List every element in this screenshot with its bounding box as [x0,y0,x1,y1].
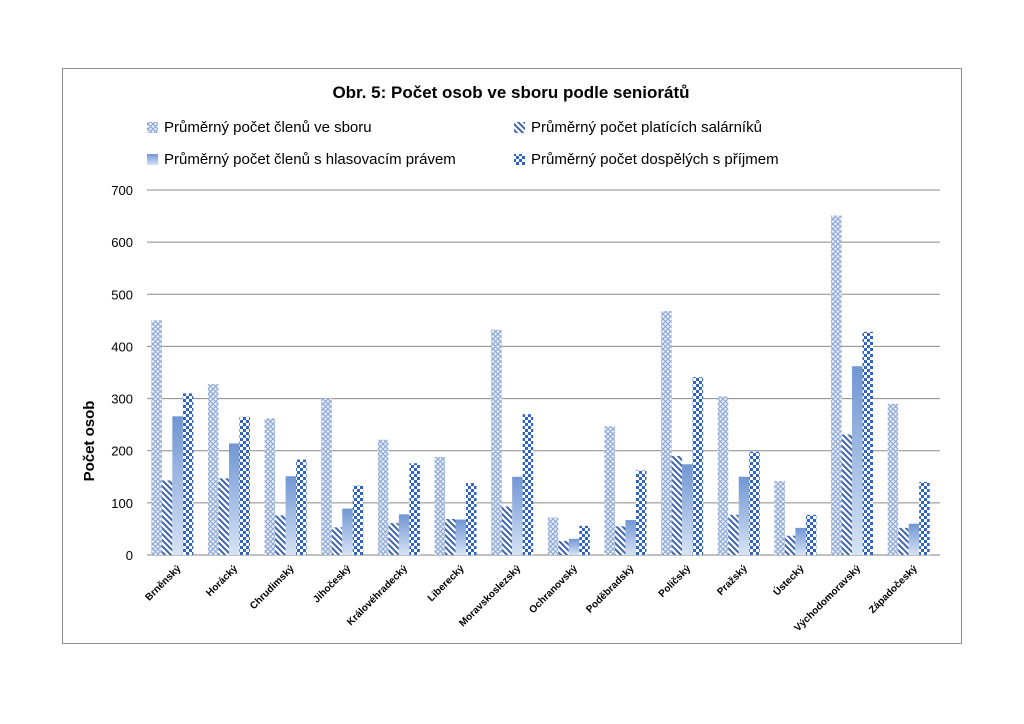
bar [445,519,456,555]
bar [455,519,467,555]
bar [749,451,760,555]
bar [841,434,853,555]
bar [604,426,615,555]
x-tick-label: Poličský [657,563,694,600]
legend-item-2: Průměrný počet platících salárníků [514,119,762,136]
x-tick-label: Ústecký [770,562,807,599]
y-tick-label: 300 [111,392,133,407]
x-tick-label: Liberecký [426,563,467,604]
bar [682,464,693,555]
bar [377,439,389,555]
x-tick-label: Západočeský [867,563,920,616]
y-tick-label: 200 [111,444,133,459]
legend-swatch-1 [147,122,158,133]
bar [738,476,750,555]
bar [568,538,580,555]
legend-item-1: Průměrný počet členů ve sboru [147,119,372,136]
bar [466,483,477,555]
legend-item-4: Průměrný počet dospělých s příjmem [514,151,779,168]
bar [161,480,173,555]
bar [285,476,297,555]
bar-chart: Obr. 5: Počet osob ve sboru podle senior… [81,83,940,634]
bar [491,329,502,555]
legend-item-3: Průměrný počet členů s hlasovacím právem [147,151,456,168]
x-tick-label: Moravskoslezský [457,563,523,629]
legend-label-4: Průměrný počet dospělých s příjmem [531,151,779,168]
bar [522,414,534,555]
bar [671,455,683,555]
y-tick-label: 400 [111,339,133,354]
bar [795,527,806,555]
bar [728,514,739,555]
bar [717,396,729,555]
bar [774,480,785,555]
bar [919,482,930,555]
bar [182,393,194,555]
x-tick-label: Jihočeský [311,563,353,605]
bar [547,517,559,555]
bar [275,515,286,555]
y-tick-label: 700 [111,183,133,198]
y-axis-title: Počet osob [81,401,98,482]
bar [342,508,353,555]
bar [352,485,364,555]
bar [625,520,636,555]
bar [172,416,183,555]
bar [501,506,513,555]
x-axis-labels: Brněnský Horácký Chrudimský JihočeskýKrálov… [143,562,920,634]
bar [558,540,569,555]
bar [852,366,863,555]
x-tick-label: Horácký [204,563,240,599]
bar [579,525,590,555]
bar [635,470,647,555]
x-tick-label: Poděbradský [584,563,636,615]
bar [784,535,796,555]
legend-swatch-2 [514,122,525,133]
bars [151,215,930,556]
bar [388,523,399,555]
x-tick-label: Ochranovský [527,563,580,616]
bar [239,416,250,555]
x-tick-label: Královéhradecký [345,563,410,628]
legend-label-2: Průměrný počet platících salárníků [531,119,762,136]
bar [512,476,523,555]
y-tick-label: 100 [111,496,133,511]
bar [805,514,817,555]
gridlines [147,189,940,556]
bar [228,443,240,555]
bar [862,331,874,555]
y-axis-ticks: 0 100 200 300 400 500 600 700 [111,183,133,563]
bar [908,523,920,555]
legend-swatch-3 [147,154,158,165]
bar [151,320,162,555]
bar [321,398,332,555]
chart-title: Obr. 5: Počet osob ve sboru podle senior… [332,83,689,102]
bar [898,527,909,555]
bar [398,514,410,555]
bar [831,215,842,556]
bar [409,463,420,555]
bar [296,459,307,555]
bar [661,310,672,555]
bar [218,478,229,555]
y-tick-label: 0 [126,548,133,563]
x-tick-label: Pražský [715,563,750,598]
bar [264,418,276,555]
legend: Průměrný počet členů ve sboru Průměrný p… [147,119,779,168]
legend-swatch-4 [514,154,525,165]
bar [692,377,704,555]
x-tick-label: Chrudimský [248,563,297,612]
x-tick-label: Brněnský [143,563,183,603]
bar [887,403,899,555]
bar [331,527,343,555]
legend-label-1: Průměrný počet členů ve sboru [164,119,372,136]
bar [614,526,626,555]
legend-label-3: Průměrný počet členů s hlasovacím právem [164,151,456,168]
bar [207,383,219,555]
chart-frame: Obr. 5: Počet osob ve sboru podle senior… [62,68,962,644]
y-tick-label: 500 [111,287,133,302]
bar [434,456,446,555]
y-tick-label: 600 [111,235,133,250]
